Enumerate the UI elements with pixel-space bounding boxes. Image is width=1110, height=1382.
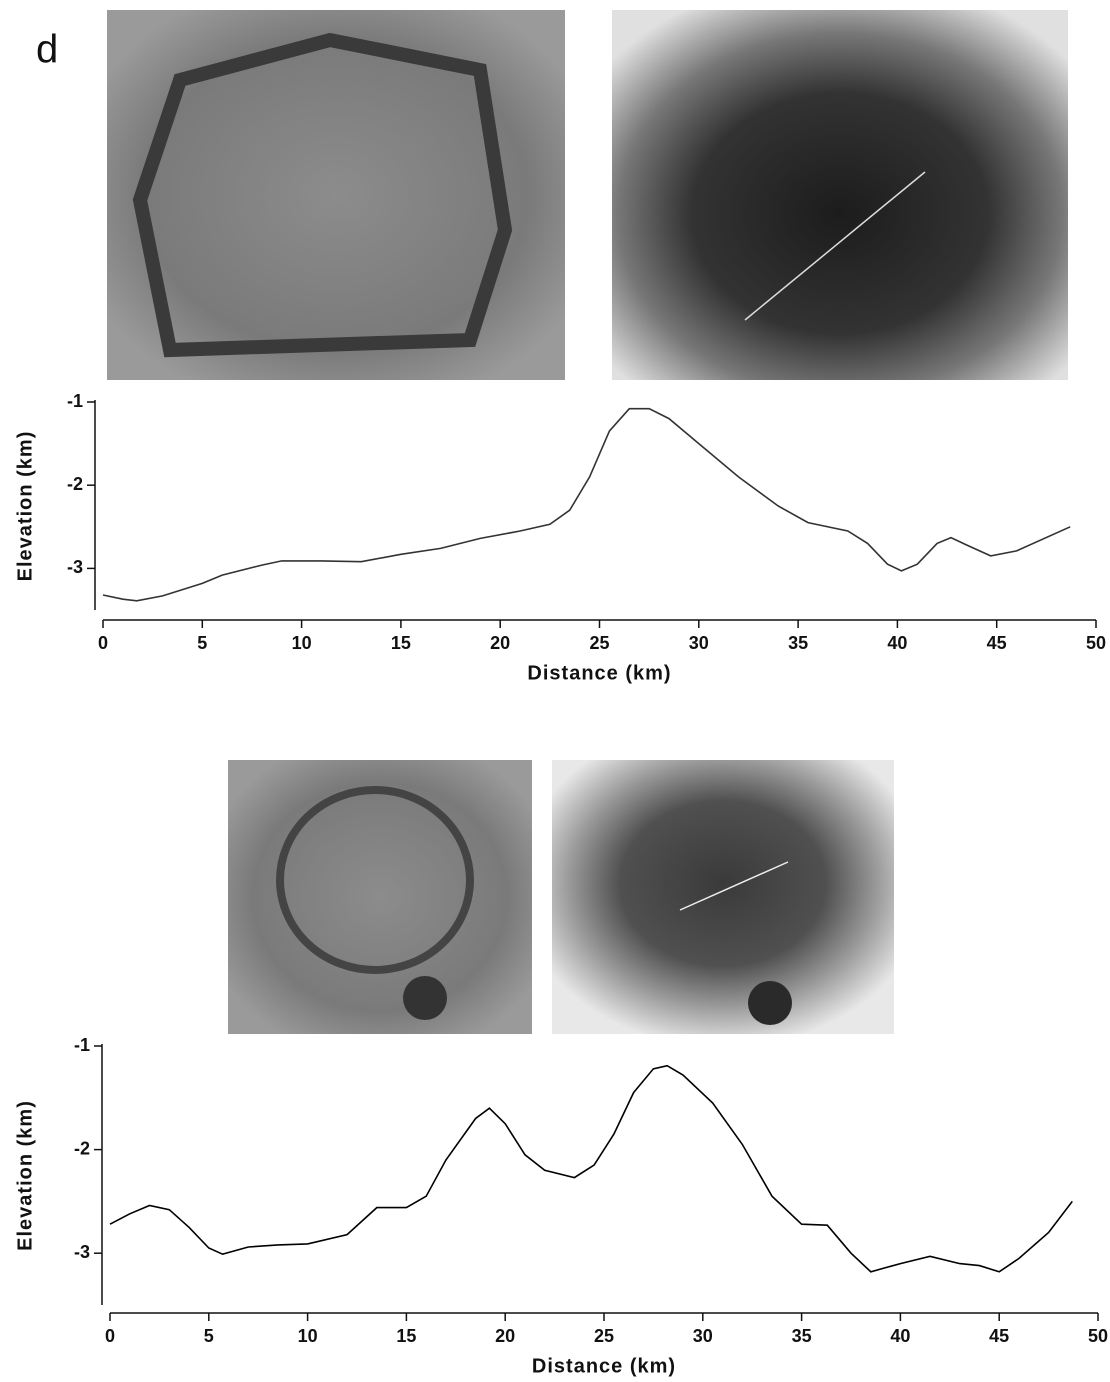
x-tick-label: 50 <box>1088 1326 1108 1346</box>
x-tick-label: 40 <box>890 1326 910 1346</box>
x-tick-label: 5 <box>204 1326 214 1346</box>
x-tick-label: 0 <box>98 633 108 653</box>
elevation-line <box>110 1066 1072 1272</box>
y-tick-label: -3 <box>74 1242 90 1262</box>
y-tick-label: -1 <box>74 1035 90 1055</box>
page: {"panel_label": "d", "chart_data": [ {"t… <box>0 0 1110 1382</box>
x-tick-label: 5 <box>197 633 207 653</box>
crater <box>403 976 447 1020</box>
x-tick-label: 40 <box>887 633 907 653</box>
crater <box>748 981 792 1025</box>
image <box>612 10 1068 380</box>
x-tick-label: 15 <box>396 1326 416 1346</box>
x-tick-label: 25 <box>589 633 609 653</box>
x-tick-label: 10 <box>298 1326 318 1346</box>
x-tick-label: 50 <box>1086 633 1106 653</box>
y-tick-label: -2 <box>67 474 83 494</box>
elevation-line <box>103 409 1070 601</box>
x-tick-label: 25 <box>594 1326 614 1346</box>
y-tick-label: -1 <box>67 391 83 411</box>
x-axis-label: Distance (km) <box>532 1355 676 1377</box>
x-axis-label: Distance (km) <box>527 662 671 684</box>
image <box>552 760 894 1034</box>
x-tick-label: 10 <box>292 633 312 653</box>
y-tick-label: -2 <box>74 1138 90 1158</box>
y-axis-label: Elevation (km) <box>14 431 36 582</box>
x-tick-label: 30 <box>693 1326 713 1346</box>
x-tick-label: 20 <box>490 633 510 653</box>
x-tick-label: 45 <box>987 633 1007 653</box>
x-tick-label: 35 <box>788 633 808 653</box>
y-tick-label: -3 <box>67 557 83 577</box>
y-axis-label: Elevation (km) <box>14 1100 36 1251</box>
x-tick-label: 35 <box>792 1326 812 1346</box>
image <box>228 760 532 1034</box>
x-tick-label: 30 <box>689 633 709 653</box>
x-tick-label: 0 <box>105 1326 115 1346</box>
panel-label: d <box>36 28 58 72</box>
x-tick-label: 15 <box>391 633 411 653</box>
figure: d -1-2-305101520253035404550Distance (km… <box>0 0 1110 1382</box>
x-tick-label: 20 <box>495 1326 515 1346</box>
x-tick-label: 45 <box>989 1326 1009 1346</box>
